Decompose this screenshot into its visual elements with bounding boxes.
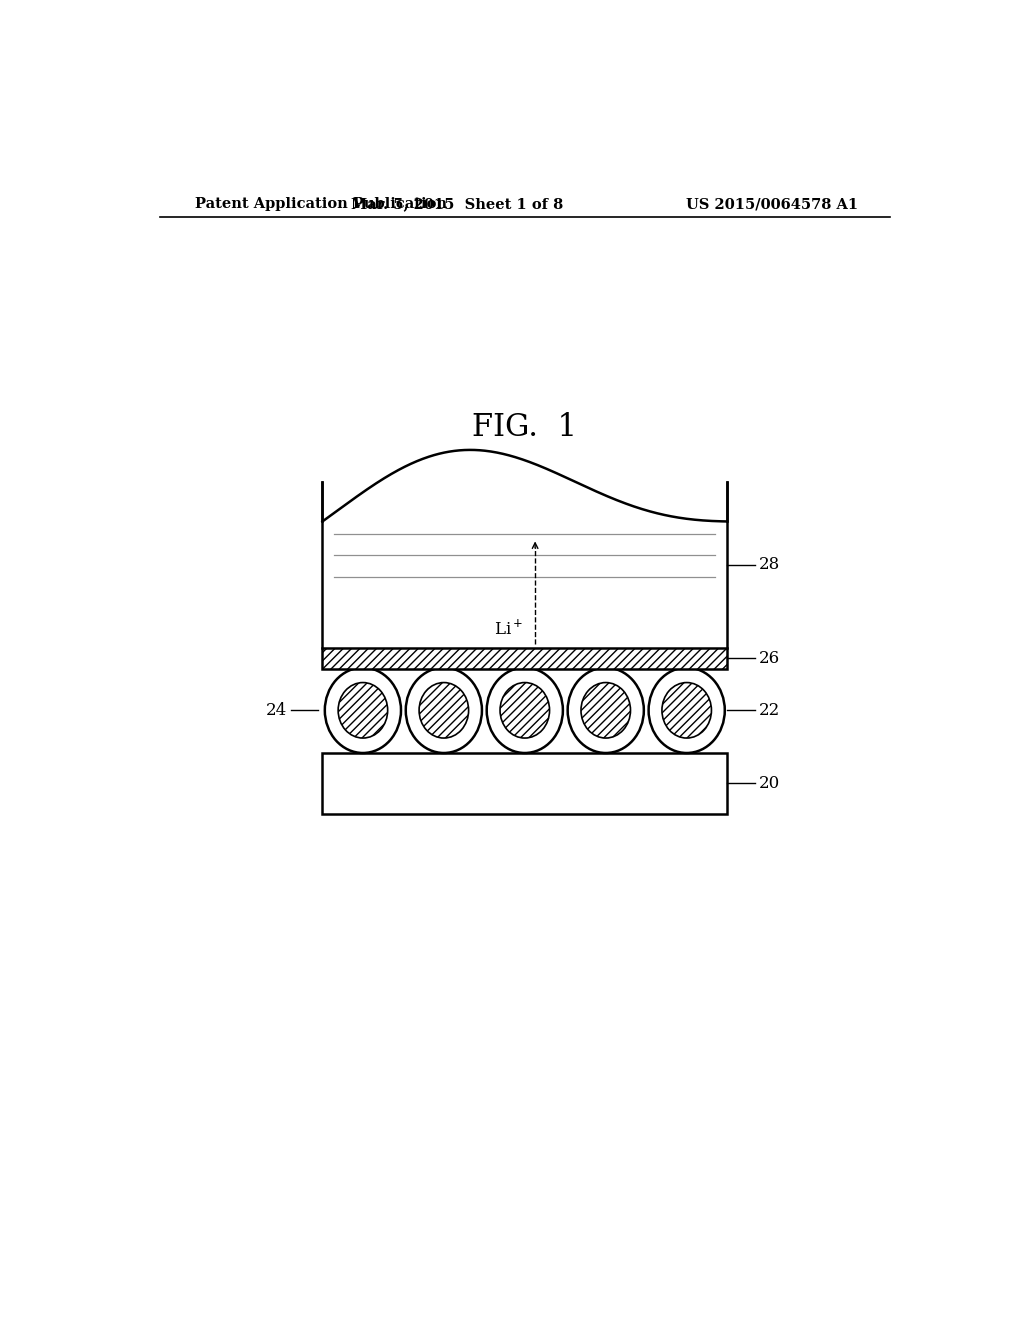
Ellipse shape xyxy=(406,668,482,752)
Text: US 2015/0064578 A1: US 2015/0064578 A1 xyxy=(686,197,858,211)
Ellipse shape xyxy=(648,668,725,752)
Text: Li$^+$: Li$^+$ xyxy=(494,620,523,639)
Text: 26: 26 xyxy=(759,649,780,667)
Ellipse shape xyxy=(567,668,644,752)
Ellipse shape xyxy=(662,682,712,738)
Ellipse shape xyxy=(500,682,550,738)
Text: 28: 28 xyxy=(759,557,780,573)
Text: Mar. 5, 2015  Sheet 1 of 8: Mar. 5, 2015 Sheet 1 of 8 xyxy=(351,197,563,211)
Ellipse shape xyxy=(486,668,563,752)
Ellipse shape xyxy=(419,682,469,738)
Ellipse shape xyxy=(325,668,401,752)
Text: FIG.  1: FIG. 1 xyxy=(472,412,578,444)
Text: 24: 24 xyxy=(265,702,287,719)
Text: Patent Application Publication: Patent Application Publication xyxy=(196,197,447,211)
Text: 20: 20 xyxy=(759,775,780,792)
Bar xyxy=(323,648,727,669)
Ellipse shape xyxy=(581,682,631,738)
Ellipse shape xyxy=(338,682,388,738)
Bar xyxy=(323,752,727,814)
Text: 22: 22 xyxy=(759,702,780,719)
